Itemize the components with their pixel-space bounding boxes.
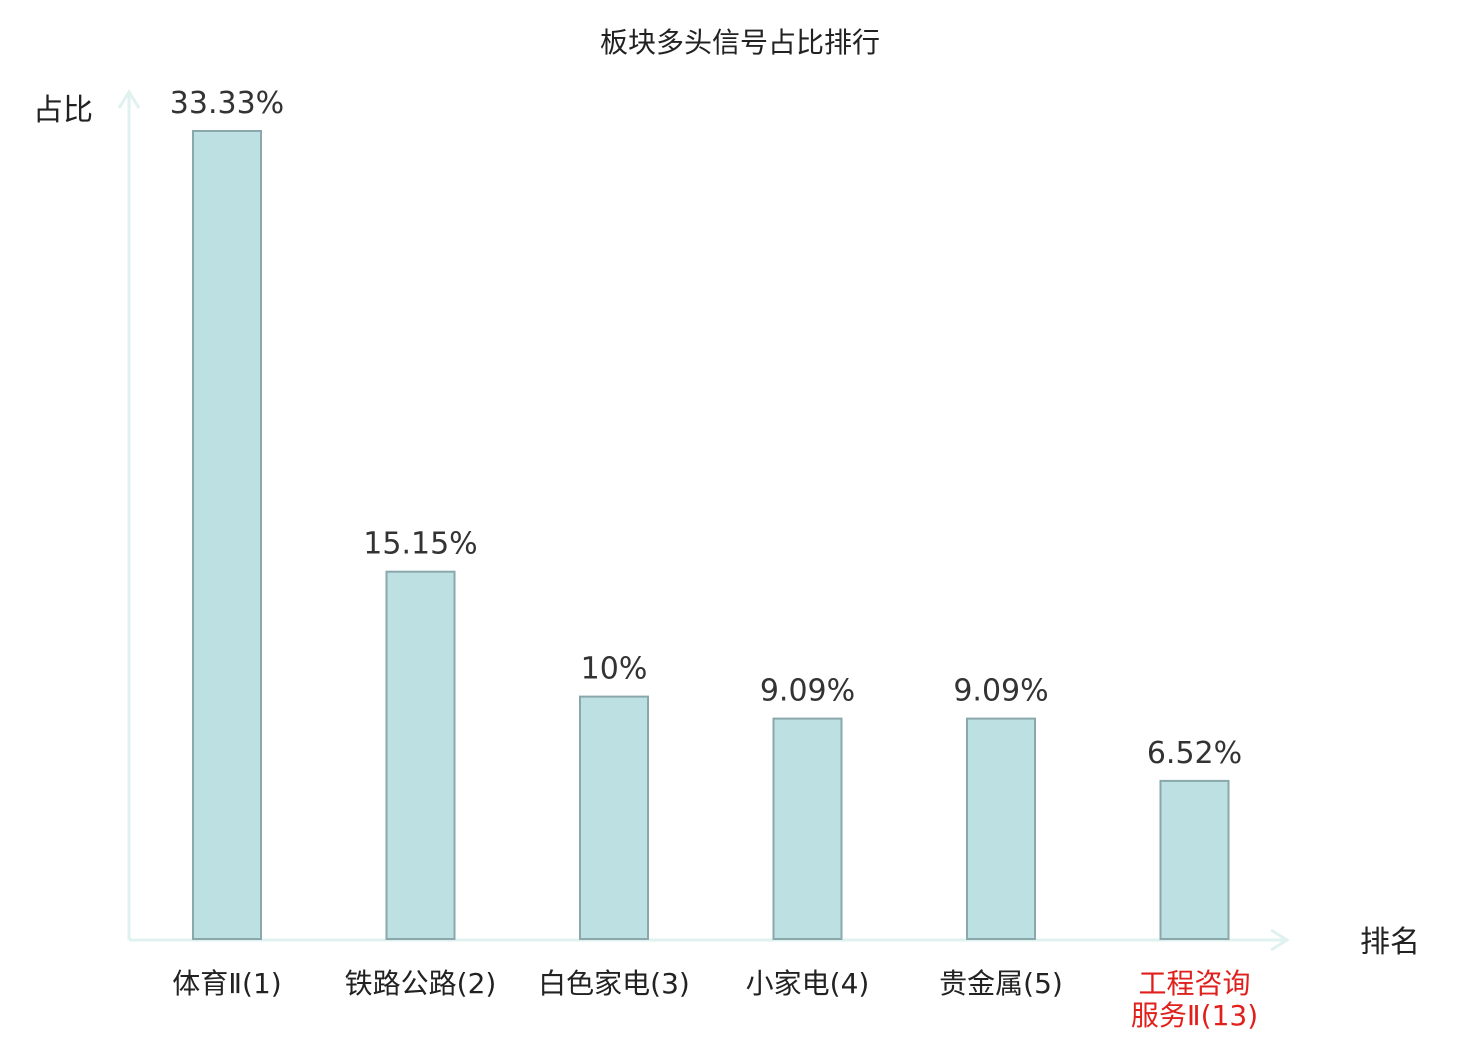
category-label-5: 贵金属(5) — [939, 967, 1063, 1000]
bar-3 — [579, 695, 649, 940]
value-label-3: 10% — [581, 652, 648, 687]
category-labels-group: 体育Ⅱ(1) 铁路公路(2) 白色家电(3) 小家电(4) 贵金属(5) 工程咨询服务Ⅱ(… — [172, 967, 1258, 1032]
y-axis-label: 占比 — [33, 93, 93, 128]
category-label-6: 工程咨询服务Ⅱ(13) — [1131, 967, 1258, 1032]
bar-4 — [772, 717, 843, 940]
x-axis-arrow — [1270, 928, 1290, 952]
category-label-2-line-1: 铁路公路(2) — [345, 967, 497, 1000]
bar-2 — [385, 570, 456, 940]
category-label-3-line-1: 白色家电(3) — [538, 967, 690, 1000]
value-label-4: 9.09% — [760, 674, 855, 709]
y-axis-arrow — [117, 89, 141, 109]
value-label-5: 9.09% — [953, 674, 1048, 709]
bar-6 — [1159, 779, 1230, 941]
bars-group — [192, 130, 1230, 941]
value-label-1: 33.33% — [170, 86, 284, 121]
bar-1 — [192, 130, 262, 940]
chart-title: 板块多头信号占比排行 — [600, 26, 880, 59]
category-label-4: 小家电(4) — [746, 967, 870, 1000]
x-axis-label: 排名 — [1360, 925, 1420, 960]
value-label-6: 6.52% — [1147, 736, 1242, 771]
category-label-3: 白色家电(3) — [538, 967, 690, 1000]
value-labels-group: 33.33% 15.15% 10% 9.09% 9.09% 6.52% — [170, 86, 1242, 771]
category-label-1-line-1: 体育Ⅱ(1) — [172, 967, 281, 1000]
axes — [117, 89, 1290, 952]
category-label-5-line-1: 贵金属(5) — [939, 967, 1063, 1000]
value-label-2: 15.15% — [363, 527, 477, 562]
category-label-4-line-1: 小家电(4) — [746, 967, 870, 1000]
category-label-6-line-2: 服务Ⅱ(13) — [1131, 999, 1258, 1032]
category-label-6-line-1: 工程咨询 — [1138, 967, 1250, 1000]
category-label-1: 体育Ⅱ(1) — [172, 967, 281, 1000]
bar-5 — [966, 717, 1036, 940]
category-label-2: 铁路公路(2) — [345, 967, 497, 1000]
